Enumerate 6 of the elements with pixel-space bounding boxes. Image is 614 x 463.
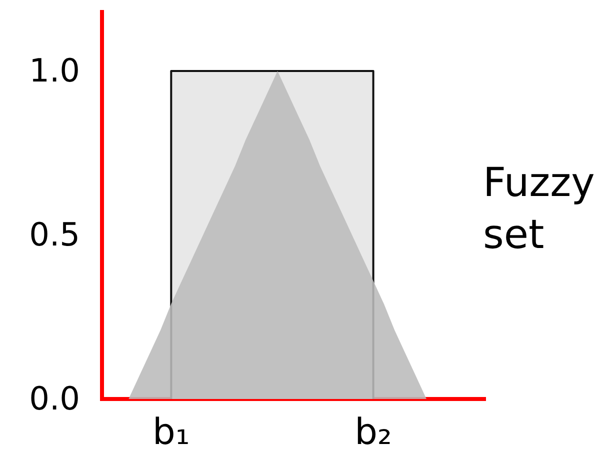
y-tick-label: 0.0 [29,379,80,418]
x-tick-label: b₁ [152,412,190,453]
x-tick-label: b₂ [354,412,392,453]
y-tick-label: 0.5 [29,215,80,254]
y-tick-label: 1.0 [29,51,80,90]
annotation: Fuzzy set [483,159,596,260]
